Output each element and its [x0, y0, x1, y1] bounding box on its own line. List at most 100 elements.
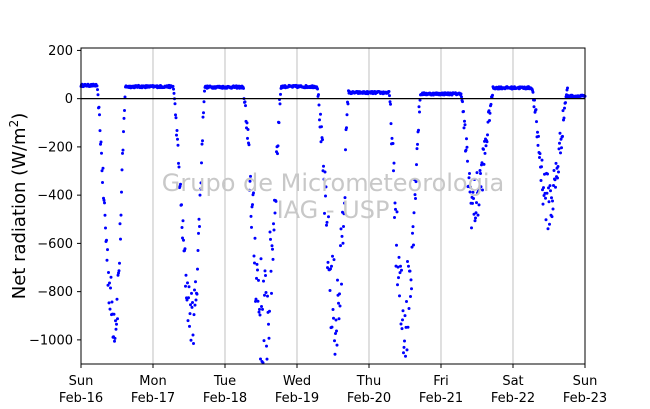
data-point-677	[418, 110, 421, 114]
data-point-191	[175, 133, 178, 137]
x-tick-label-dow: Mon	[139, 374, 166, 389]
data-point-365	[262, 279, 265, 283]
data-point-229	[194, 280, 197, 284]
data-point-969	[564, 101, 567, 105]
data-point-83	[121, 151, 124, 155]
data-point-222	[190, 305, 194, 309]
data-point-246	[202, 100, 206, 104]
data-point-776	[467, 176, 471, 180]
data-point-525	[342, 225, 345, 228]
data-point-511	[335, 329, 338, 333]
data-point-363	[261, 307, 264, 311]
data-point-930	[544, 218, 548, 222]
data-point-383	[271, 247, 274, 251]
data-point-88	[123, 95, 127, 99]
data-point-341	[250, 225, 253, 229]
data-point-382	[270, 244, 274, 248]
data-point-918	[538, 152, 542, 156]
data-point-651	[405, 300, 408, 303]
data-point-345	[252, 191, 255, 195]
data-point-907	[533, 98, 536, 102]
data-point-379	[269, 237, 272, 241]
data-point-791	[475, 201, 478, 205]
data-point-337	[248, 188, 251, 192]
data-point-74	[116, 273, 120, 277]
data-point-506	[332, 258, 336, 262]
data-point-784	[471, 190, 475, 194]
data-point-771	[465, 137, 468, 141]
data-point-43	[101, 181, 104, 184]
data-point-915	[537, 134, 540, 138]
data-point-349	[254, 299, 257, 303]
data-point-488	[323, 170, 327, 174]
data-point-375	[267, 322, 270, 326]
x-tick-label-dow: Thu	[356, 374, 381, 389]
data-point-527	[343, 201, 346, 205]
data-point-648	[403, 314, 407, 318]
data-point-475	[317, 93, 320, 97]
data-point-779	[469, 185, 472, 189]
data-point-672	[415, 147, 419, 151]
data-point-810	[484, 144, 488, 148]
data-point-34	[96, 93, 100, 97]
data-point-943	[551, 199, 554, 203]
data-point-785	[472, 197, 475, 200]
data-point-501	[330, 264, 333, 268]
data-point-38	[98, 129, 102, 133]
data-point-929	[544, 196, 547, 200]
y-axis-label-sup: 2	[7, 120, 21, 128]
data-point-244	[201, 115, 205, 119]
data-point-223	[191, 301, 194, 304]
data-point-768	[463, 123, 467, 127]
data-point-216	[187, 285, 191, 289]
data-point-669	[414, 197, 417, 200]
data-point-213	[186, 281, 189, 285]
x-tick-label-dow: Sun	[573, 374, 598, 389]
y-tick-label: −1000	[29, 333, 73, 348]
data-point-37	[98, 113, 101, 117]
y-axis: 200 0 −200 −400 −600 −800 −1000	[29, 44, 81, 348]
data-point-662	[410, 245, 414, 249]
data-point-626	[392, 161, 396, 165]
data-point-936	[547, 200, 551, 204]
data-point-334	[246, 128, 250, 131]
data-point-813	[486, 133, 489, 137]
data-point-933	[546, 172, 549, 176]
data-point-956	[557, 147, 561, 151]
data-point-59	[109, 286, 112, 290]
data-point-371	[265, 344, 268, 348]
data-point-503	[331, 254, 334, 258]
data-point-328	[243, 100, 247, 104]
data-point-60	[109, 275, 113, 279]
data-point-71	[115, 322, 118, 326]
data-point-354	[256, 299, 260, 303]
data-point-783	[471, 201, 474, 205]
data-point-665	[412, 243, 415, 247]
data-point-194	[176, 143, 180, 147]
data-point-773	[466, 159, 469, 163]
data-point-351	[255, 276, 258, 280]
data-point-69	[114, 319, 117, 323]
data-points	[79, 82, 587, 365]
data-point-803	[481, 188, 484, 192]
data-point-489	[324, 194, 327, 198]
data-point-823	[491, 93, 494, 97]
data-point-627	[393, 216, 396, 219]
data-point-492	[325, 220, 329, 224]
data-point-388	[273, 211, 277, 215]
data-point-185	[172, 87, 175, 91]
data-point-946	[552, 169, 556, 172]
data-point-640	[399, 322, 403, 326]
data-point-473	[316, 87, 319, 91]
data-point-81	[120, 190, 123, 194]
data-point-958	[558, 131, 562, 135]
data-point-247	[203, 89, 206, 93]
data-point-522	[340, 234, 344, 238]
data-point-189	[174, 113, 177, 117]
data-point-820	[489, 102, 493, 106]
data-point-356	[257, 310, 261, 314]
y-tick-label: 0	[65, 92, 73, 107]
data-point-635	[397, 276, 400, 280]
data-point-80	[119, 213, 123, 217]
data-point-616	[387, 90, 391, 93]
